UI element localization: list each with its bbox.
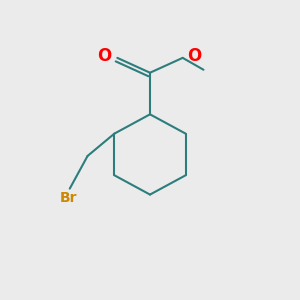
Text: Br: Br (59, 190, 77, 205)
Text: O: O (97, 47, 111, 65)
Text: O: O (188, 47, 202, 65)
